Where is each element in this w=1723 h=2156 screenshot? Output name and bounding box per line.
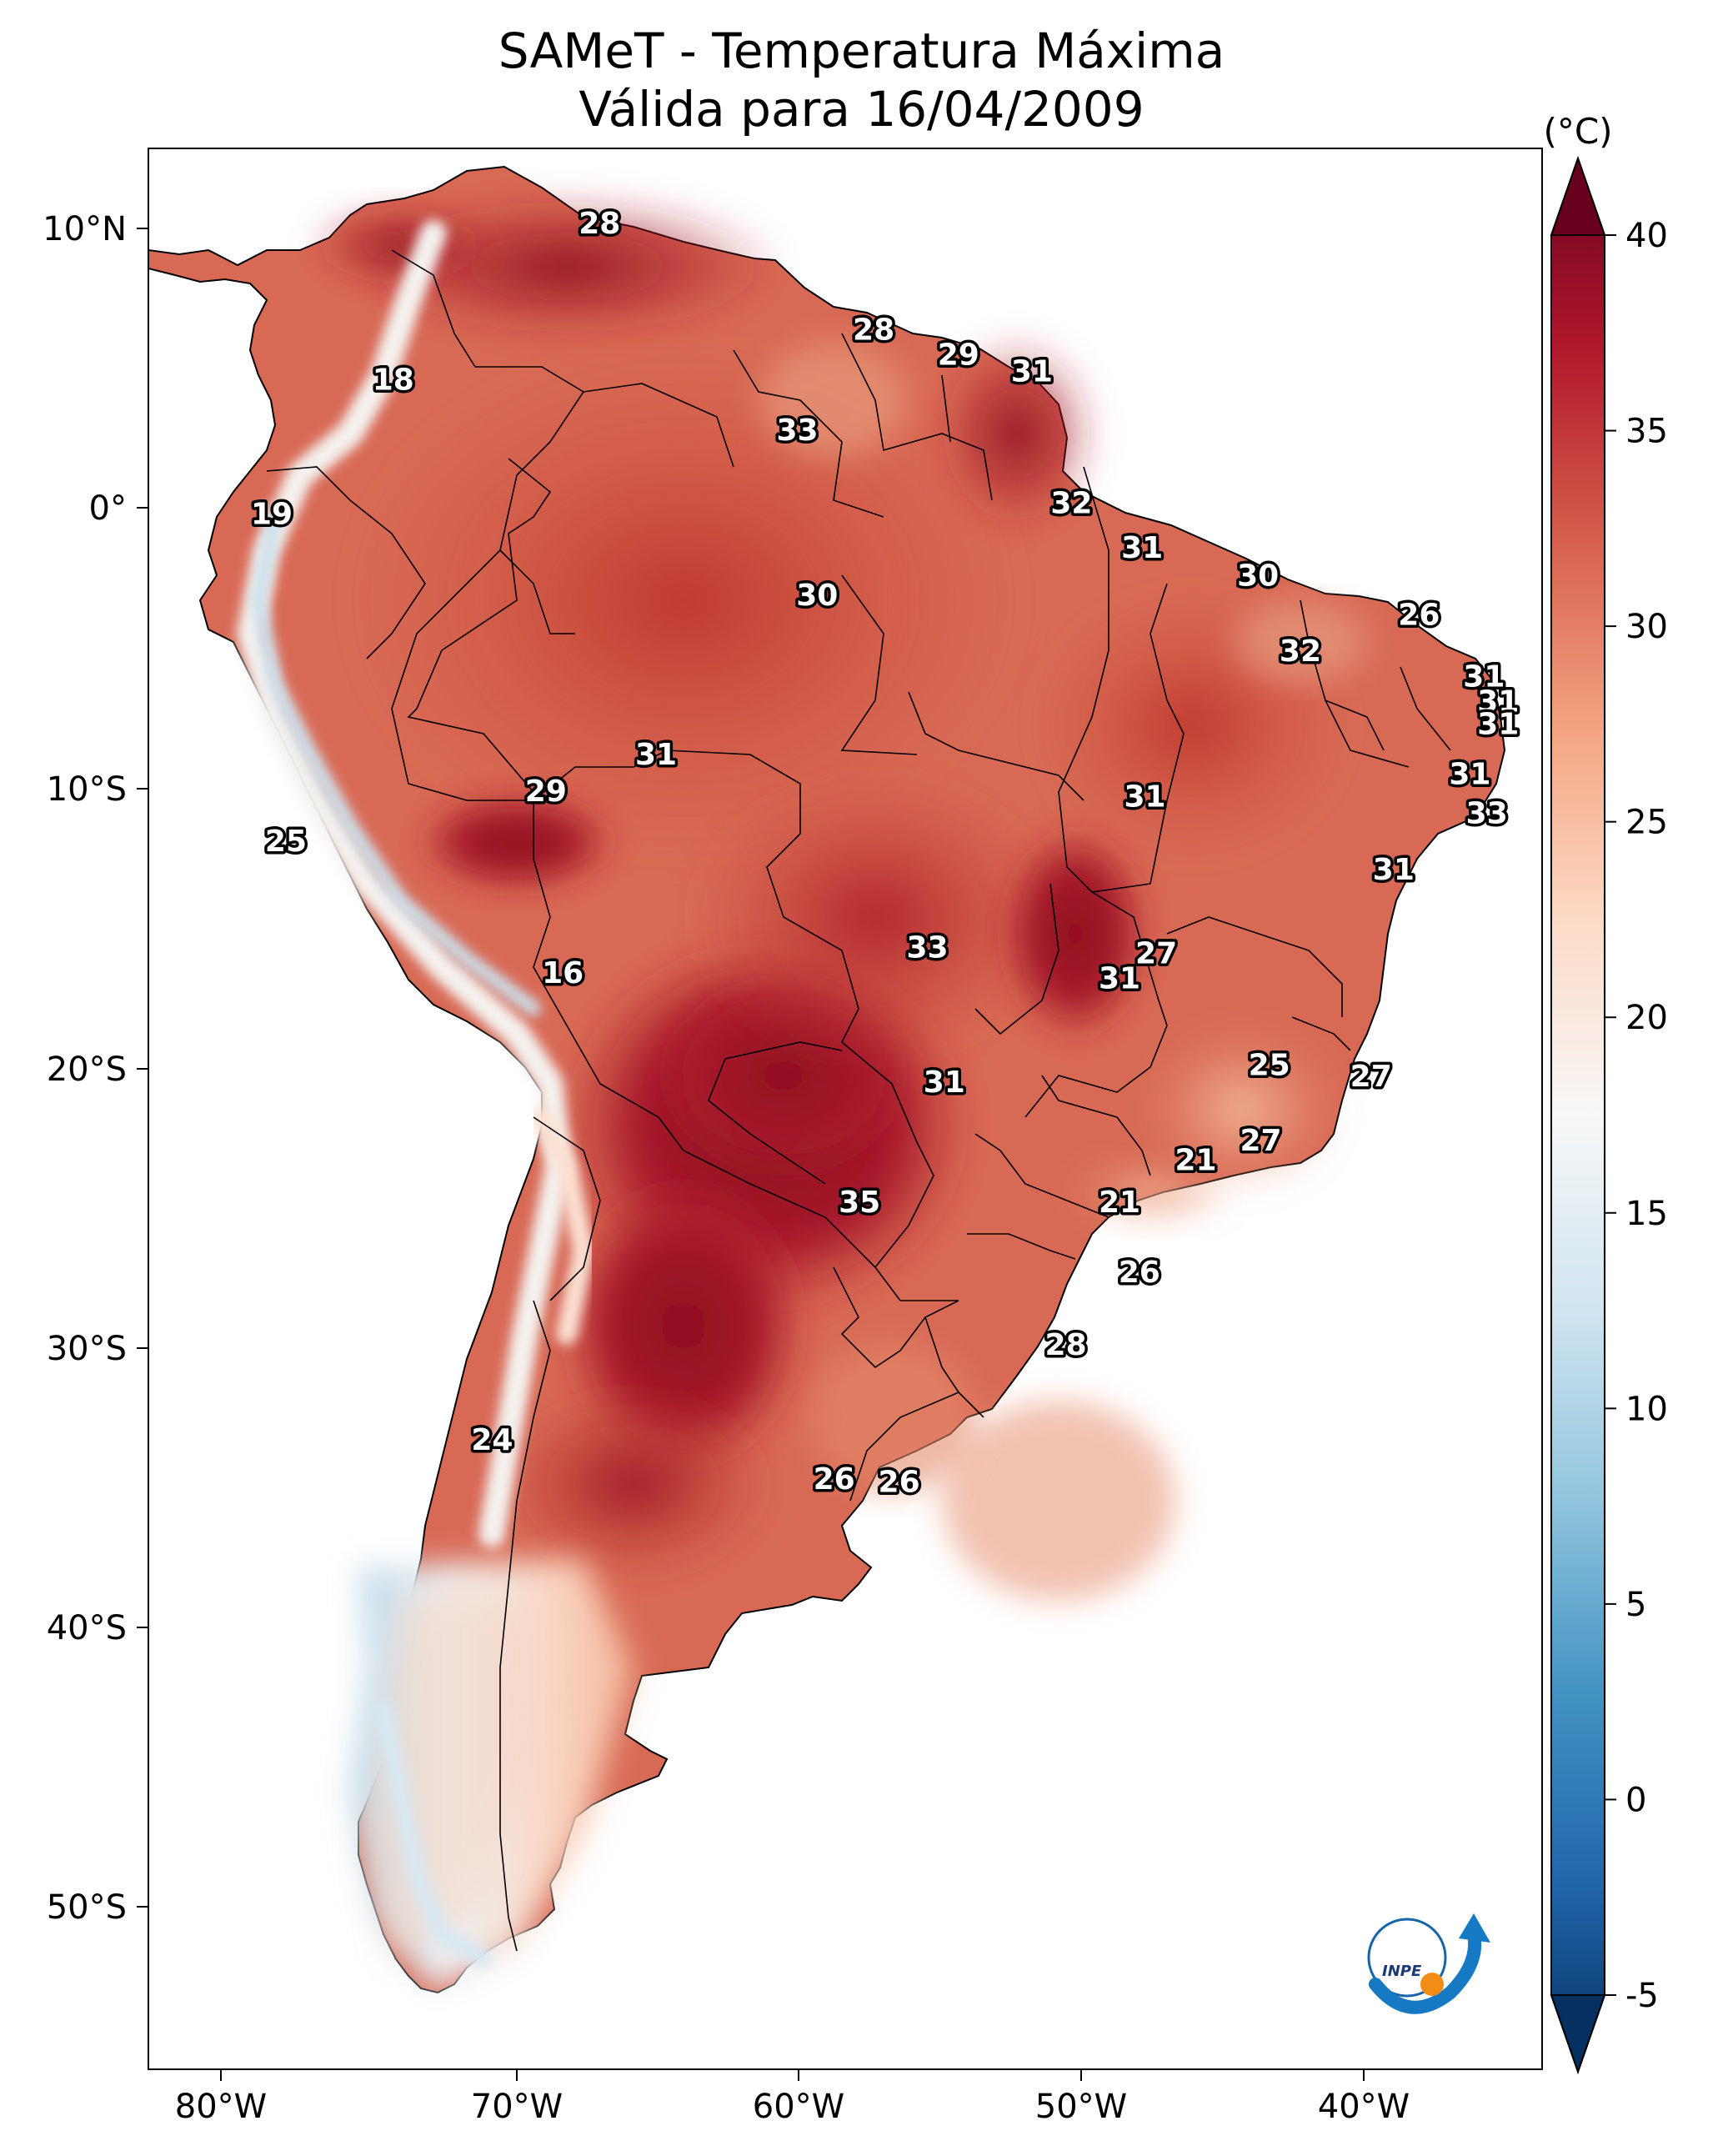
contour-label: 24: [471, 1423, 513, 1457]
contour-label: 33: [777, 414, 819, 448]
temperature-field: [148, 165, 1506, 1994]
contour-label: 19: [251, 498, 293, 532]
contour-label: 30: [1237, 559, 1279, 594]
lat-tick-label: 0°: [89, 489, 127, 528]
contour-label: 31: [1477, 684, 1519, 719]
contour-label: 27: [1350, 1060, 1392, 1094]
colorbar-tick-label: 25: [1625, 804, 1668, 842]
contour-label: 26: [879, 1466, 920, 1500]
contour-label: 35: [839, 1186, 880, 1220]
lon-tick-label: 60°W: [753, 2088, 844, 2126]
logo-ring: [1367, 1918, 1447, 1998]
contour-label: 28: [579, 207, 620, 241]
contour-label: 32: [1280, 634, 1321, 669]
lon-tick-label: 40°W: [1318, 2088, 1410, 2126]
contour-label: 29: [525, 775, 567, 809]
lat-tick-label: 10°N: [43, 210, 127, 248]
contour-label: 26: [1119, 1256, 1160, 1290]
contour-label: 32: [1050, 486, 1092, 520]
lon-tick-label: 50°W: [1035, 2088, 1127, 2126]
contour-label: 31: [1011, 355, 1053, 389]
contour-label: 28: [853, 313, 894, 347]
lat-tick-label: 50°S: [47, 1888, 127, 1927]
contour-label: 16: [542, 956, 584, 990]
contour-label: 31: [1463, 659, 1505, 694]
inpe-logo: INPE: [1367, 1913, 1490, 2014]
colorbar-tick-label: 15: [1625, 1195, 1668, 1233]
colorbar-min-extend: [1550, 1994, 1606, 2075]
colorbar-ramp: [1550, 155, 1605, 2075]
lat-tick-label: 40°S: [47, 1609, 127, 1647]
colorbar-tick-label: 30: [1625, 608, 1668, 646]
contour-label: 31: [1373, 853, 1415, 887]
contour-label: 30: [796, 579, 838, 613]
map-title-line2: Válida para 16/04/2009: [579, 81, 1144, 138]
contour-label: 33: [906, 931, 948, 965]
colorbar-tick-label: 0: [1625, 1781, 1646, 1819]
contour-label: 27: [1240, 1124, 1281, 1158]
contour-label: 31: [1121, 531, 1163, 565]
logo-text: INPE: [1382, 1963, 1422, 1980]
contour-label: 26: [814, 1462, 855, 1497]
contour-label: 27: [1135, 936, 1177, 970]
colorbar-tick-label: -5: [1625, 1977, 1659, 2015]
contour-label: 25: [265, 825, 307, 859]
colorbar: (°C) 40 35 30 25 20 15 10 5 0 -5: [1543, 111, 1668, 2075]
contour-label: 31: [1477, 707, 1519, 741]
colorbar-tick-label: 40: [1625, 217, 1668, 255]
logo-sun-icon: [1420, 1973, 1444, 1996]
contour-label: 31: [635, 738, 677, 772]
logo-arrow-icon: [1459, 1913, 1490, 1943]
axis-ticks: [137, 228, 1365, 2081]
contour-label: 21: [1099, 1186, 1140, 1220]
lat-tick-label: 30°S: [47, 1330, 127, 1368]
colorbar-tick-label: 5: [1625, 1586, 1646, 1624]
contour-label: 31: [1124, 780, 1165, 815]
contour-label: 33: [1466, 797, 1508, 831]
contour-label: 31: [924, 1065, 965, 1100]
contour-label: 29: [938, 338, 979, 372]
lon-tick-label: 80°W: [175, 2088, 267, 2126]
colorbar-max-extend: [1550, 155, 1606, 236]
lat-tick-label: 10°S: [47, 770, 127, 809]
lat-tick-label: 20°S: [47, 1050, 127, 1089]
lon-tick-label: 70°W: [471, 2088, 563, 2126]
country-borders: [266, 249, 1451, 1952]
contour-label: 31: [1099, 962, 1140, 996]
contour-label: 26: [1398, 598, 1440, 632]
colorbar-unit: (°C): [1543, 111, 1612, 152]
contour-label: 21: [1175, 1144, 1216, 1178]
logo-swoosh: [1369, 1928, 1482, 2014]
contour-label: 18: [373, 364, 414, 398]
contour-label: 31: [1449, 758, 1490, 792]
colorbar-tick-label: 10: [1625, 1390, 1668, 1428]
contour-label: 28: [1045, 1328, 1087, 1362]
colorbar-tick-label: 20: [1625, 999, 1668, 1037]
colorbar-tick-label: 35: [1625, 413, 1668, 451]
map-frame: [148, 148, 1543, 2070]
contour-label: 25: [1249, 1049, 1290, 1083]
map-title-line1: SAMeT - Temperatura Máxima: [498, 23, 1225, 79]
